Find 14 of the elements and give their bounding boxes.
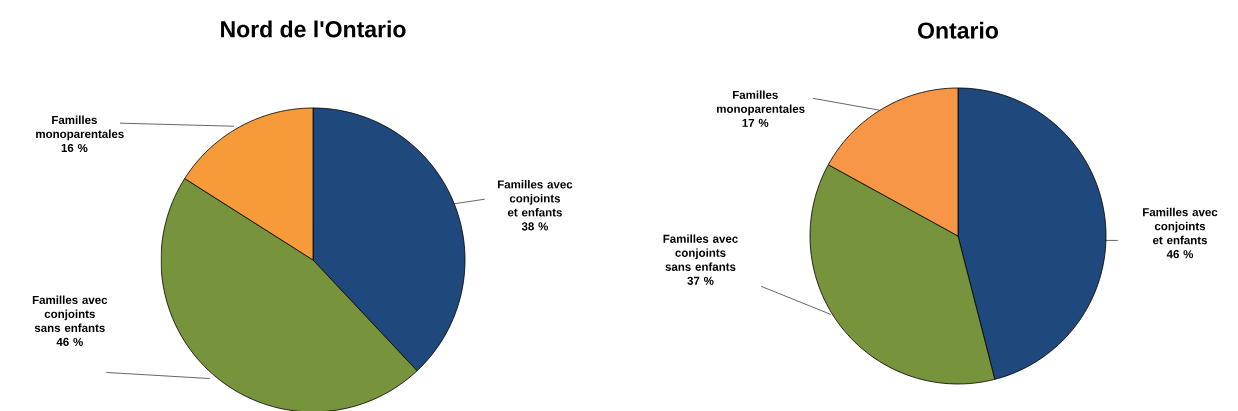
slice-label: Familles avec conjoints et enfants: [497, 180, 573, 217]
slice-label: Familles avec conjoints sans enfants: [32, 295, 108, 332]
chart-title: Ontario: [918, 21, 999, 39]
data-label: 38 %: [521, 222, 549, 231]
data-label: 16 %: [61, 143, 88, 153]
chart-title: Nord de l'Ontario: [221, 20, 406, 38]
slice-label: Familles monoparentales: [36, 115, 124, 141]
slice-label: Familles monoparentales: [717, 90, 805, 116]
data-label: 37 %: [687, 276, 714, 285]
data-label: 46 %: [1166, 250, 1194, 259]
data-label: 17 %: [742, 118, 769, 127]
slice-label: Familles avec conjoints sans enfants: [663, 234, 738, 271]
data-label: 46 %: [56, 337, 83, 346]
slice-label: Familles avec conjoints et enfants: [1143, 207, 1218, 245]
